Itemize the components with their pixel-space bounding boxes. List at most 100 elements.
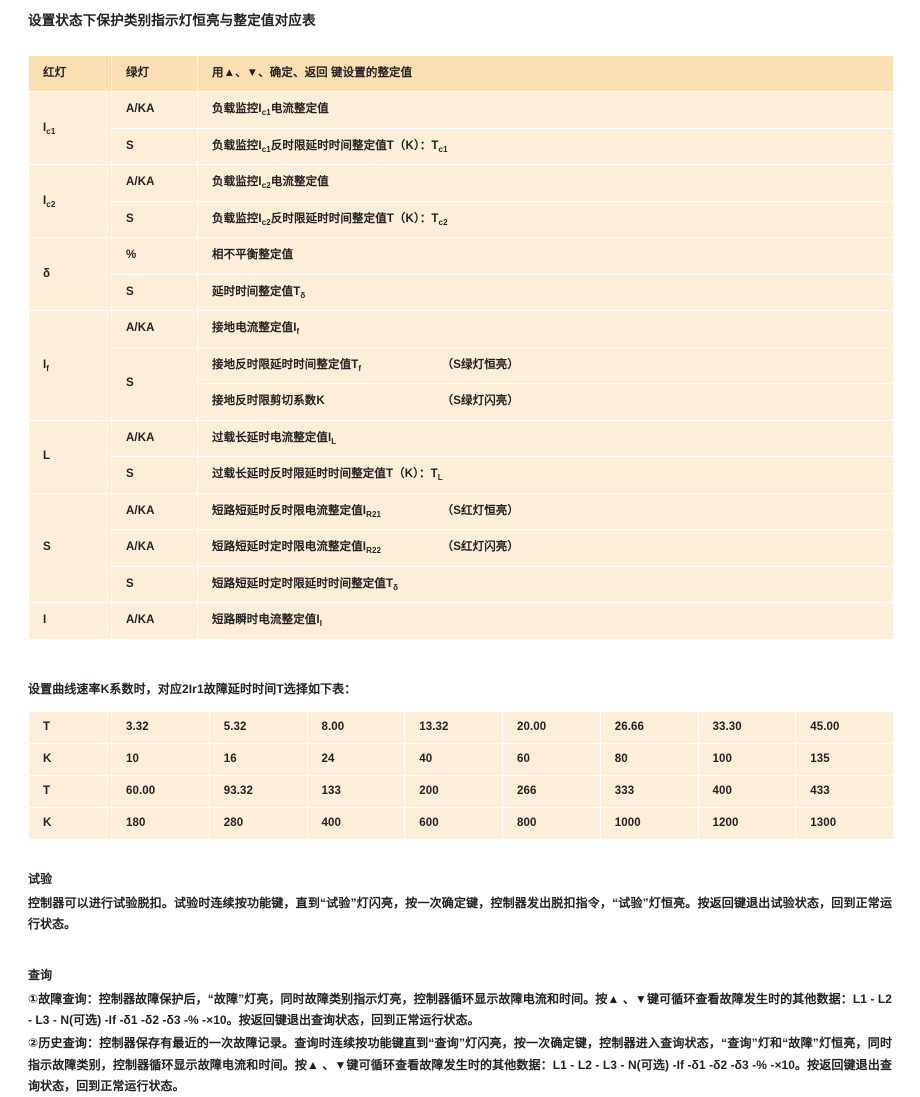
cell-value: 333 (600, 775, 698, 807)
cell-setting-description: 短路短延时定时限电流整定值IR22 （S红灯闪亮） (198, 530, 893, 566)
cell-setting-description: 负载监控Ic1反时限延时时间整定值T（K）：Tc1 (198, 128, 893, 165)
cell-setting-description: 延时时间整定值Tδ (198, 274, 893, 311)
table-row: S A/KA 短路短延时反时限电流整定值IR21 （S红灯恒亮） (29, 493, 893, 603)
table-row: Ic1 A/KA 负载监控Ic1电流整定值 (29, 92, 893, 165)
table-row: S 延时时间整定值Tδ (29, 274, 893, 311)
cell-setting-description: 负载监控Ic2电流整定值 (198, 165, 893, 201)
setting-description-text: 负载监控Ic2电流整定值 (212, 176, 329, 191)
cell-value: 1300 (796, 807, 893, 839)
cell-value: 5.32 (209, 711, 307, 743)
cell-red-lamp: Ic1 (29, 92, 111, 165)
cell-row-label: T (29, 711, 111, 743)
table-row: T 3.32 5.32 8.00 13.32 20.00 26.66 33.30 45.00 (29, 711, 893, 743)
section-test-heading: 试验 (28, 871, 53, 886)
cell-value: 266 (503, 775, 600, 807)
cell-green-lamp-unit: S (112, 274, 197, 311)
cell-value: 600 (405, 807, 502, 839)
table-row: S 短路短延时定时限延时时间整定值Tδ (29, 566, 893, 603)
cell-value: 10 (112, 743, 209, 775)
cell-value: 60.00 (112, 775, 209, 807)
kcurve-table: T 3.32 5.32 8.00 13.32 20.00 26.66 33.30 45.00 K 1… (28, 711, 894, 840)
table-row: K 10 16 24 40 60 80 100 135 (29, 743, 893, 775)
table-row: T 60.00 93.32 133 200 266 333 400 433 (29, 775, 893, 807)
setting-description-text: 相不平衡整定值 (212, 249, 294, 262)
cell-value: 180 (112, 807, 209, 839)
table-row: 接地反时限剪切系数K （S绿灯闪亮） (29, 384, 893, 420)
setting-note-text: （S红灯恒亮） (441, 504, 519, 517)
cell-value: 100 (698, 743, 796, 775)
cell-value: 33.30 (698, 711, 796, 743)
cell-value: 80 (600, 743, 698, 775)
setting-description-text: 短路短延时反时限电流整定值IR21 (212, 504, 382, 519)
cell-green-lamp-unit: S (112, 457, 197, 493)
cell-red-lamp: I (29, 603, 111, 639)
section-test-paragraph: 控制器可以进行试验脱扣。试验时连续按功能键，直到“试验”灯闪亮，按一次确定键，控… (28, 895, 892, 932)
setting-description-text: 延时时间整定值Tδ (212, 285, 306, 300)
table-header-row: 红灯 绿灯 用▲、▼、确定、返回 键设置的整定值 (29, 55, 893, 92)
section-query-item-1: ①故障查询：控制器故障保护后，“故障”灯亮，同时故障类别指示灯亮，控制器循环显示… (28, 991, 892, 1027)
table-row: I A/KA 短路瞬时电流整定值II (29, 603, 893, 639)
cell-setting-description: 接地电流整定值If (198, 311, 893, 347)
setting-description-text: 短路瞬时电流整定值II (212, 614, 323, 629)
cell-setting-description: 过载长延时反时限延时时间整定值T（K）：TL (198, 457, 893, 493)
cell-value: 400 (307, 807, 405, 839)
table-row: δ% 相不平衡整定值 (29, 238, 893, 311)
setting-description-text: 短路短延时定时限电流整定值IR22 (212, 541, 382, 556)
kcurve-caption: 设置曲线速率K系数时，对应2Ir1故障延时时间T选择如下表： (28, 681, 357, 696)
setting-description-text: 负载监控Ic1电流整定值 (212, 103, 329, 118)
column-header-red-lamp: 红灯 (29, 55, 111, 92)
table-row: L A/KA 过载长延时电流整定值IL (29, 420, 893, 493)
table-row: A/KA 短路短延时定时限电流整定值IR22 （S红灯闪亮） (29, 530, 893, 566)
setting-description-text: 接地电流整定值If (212, 322, 300, 337)
table-row: S 负载监控Ic2反时限延时时间整定值T（K）：Tc2 (29, 201, 893, 238)
cell-value: 280 (209, 807, 307, 839)
cell-value: 60 (503, 743, 600, 775)
cell-red-lamp: L (29, 420, 111, 493)
setting-note-text: （S红灯闪亮） (441, 541, 519, 554)
cell-green-lamp-unit: % (112, 238, 197, 274)
cell-setting-description: 短路短延时定时限延时时间整定值Tδ (198, 566, 893, 603)
cell-green-lamp-unit: A/KA (112, 603, 197, 639)
cell-value: 433 (796, 775, 893, 807)
section-query: 查询 ①故障查询：控制器故障保护后，“故障”灯亮，同时故障类别指示灯亮，控制器循… (28, 966, 892, 1097)
document-page: 设置状态下保护类别指示灯恒亮与整定值对应表 红灯 绿灯 用▲、▼、确定、返回 键… (28, 13, 894, 1093)
cell-green-lamp-unit: A/KA (112, 493, 197, 530)
cell-value: 200 (405, 775, 502, 807)
setting-note-text: （S绿灯闪亮） (441, 395, 519, 408)
cell-value: 133 (307, 775, 405, 807)
cell-row-label: K (29, 807, 111, 839)
cell-value: 1000 (600, 807, 698, 839)
cell-setting-description: 接地反时限延时时间整定值Tf （S绿灯恒亮） (198, 347, 893, 384)
cell-green-lamp-unit: S (112, 128, 197, 165)
cell-value: 8.00 (307, 711, 405, 743)
cell-value: 26.66 (600, 711, 698, 743)
cell-green-lamp-unit: A/KA (112, 311, 197, 347)
cell-row-label: K (29, 743, 111, 775)
table-row: S 负载监控Ic1反时限延时时间整定值T（K）：Tc1 (29, 128, 893, 165)
cell-green-lamp-unit: A/KA (112, 530, 197, 566)
cell-green-lamp-unit: A/KA (112, 92, 197, 128)
column-header-setting-value: 用▲、▼、确定、返回 键设置的整定值 (198, 55, 893, 92)
page-title: 设置状态下保护类别指示灯恒亮与整定值对应表 (28, 13, 316, 28)
cell-setting-description: 负载监控Ic1电流整定值 (198, 92, 893, 128)
setting-description-text: 短路短延时定时限延时时间整定值Tδ (212, 577, 399, 592)
table-row: S 接地反时限延时时间整定值Tf （S绿灯恒亮） (29, 347, 893, 420)
setting-description-text: 过载长延时反时限延时时间整定值T（K）：TL (212, 468, 443, 483)
table-row: Ic2 A/KA 负载监控Ic2电流整定值 (29, 165, 893, 238)
cell-red-lamp: If (29, 311, 111, 420)
table-row: K 180 280 400 600 800 1000 1200 1300 (29, 807, 893, 839)
cell-value: 400 (698, 775, 796, 807)
cell-value: 800 (503, 807, 600, 839)
cell-setting-description: 短路短延时反时限电流整定值IR21 （S红灯恒亮） (198, 493, 893, 530)
cell-red-lamp: Ic2 (29, 165, 111, 238)
kcurve-table-body: T 3.32 5.32 8.00 13.32 20.00 26.66 33.30 45.00 K 1… (29, 711, 893, 839)
table-row: If A/KA 接地电流整定值If (29, 311, 893, 420)
cell-green-lamp-unit: S (112, 201, 197, 238)
cell-setting-description: 接地反时限剪切系数K （S绿灯闪亮） (198, 384, 893, 420)
setting-description-text: 过载长延时电流整定值IL (212, 431, 337, 446)
setting-description-text: 接地反时限剪切系数K (212, 395, 325, 408)
cell-value: 135 (796, 743, 893, 775)
cell-row-label: T (29, 775, 111, 807)
settings-table-body: 红灯 绿灯 用▲、▼、确定、返回 键设置的整定值 Ic1 A/KA 负载监控Ic1电… (29, 55, 893, 639)
cell-setting-description: 相不平衡整定值 (198, 238, 893, 274)
